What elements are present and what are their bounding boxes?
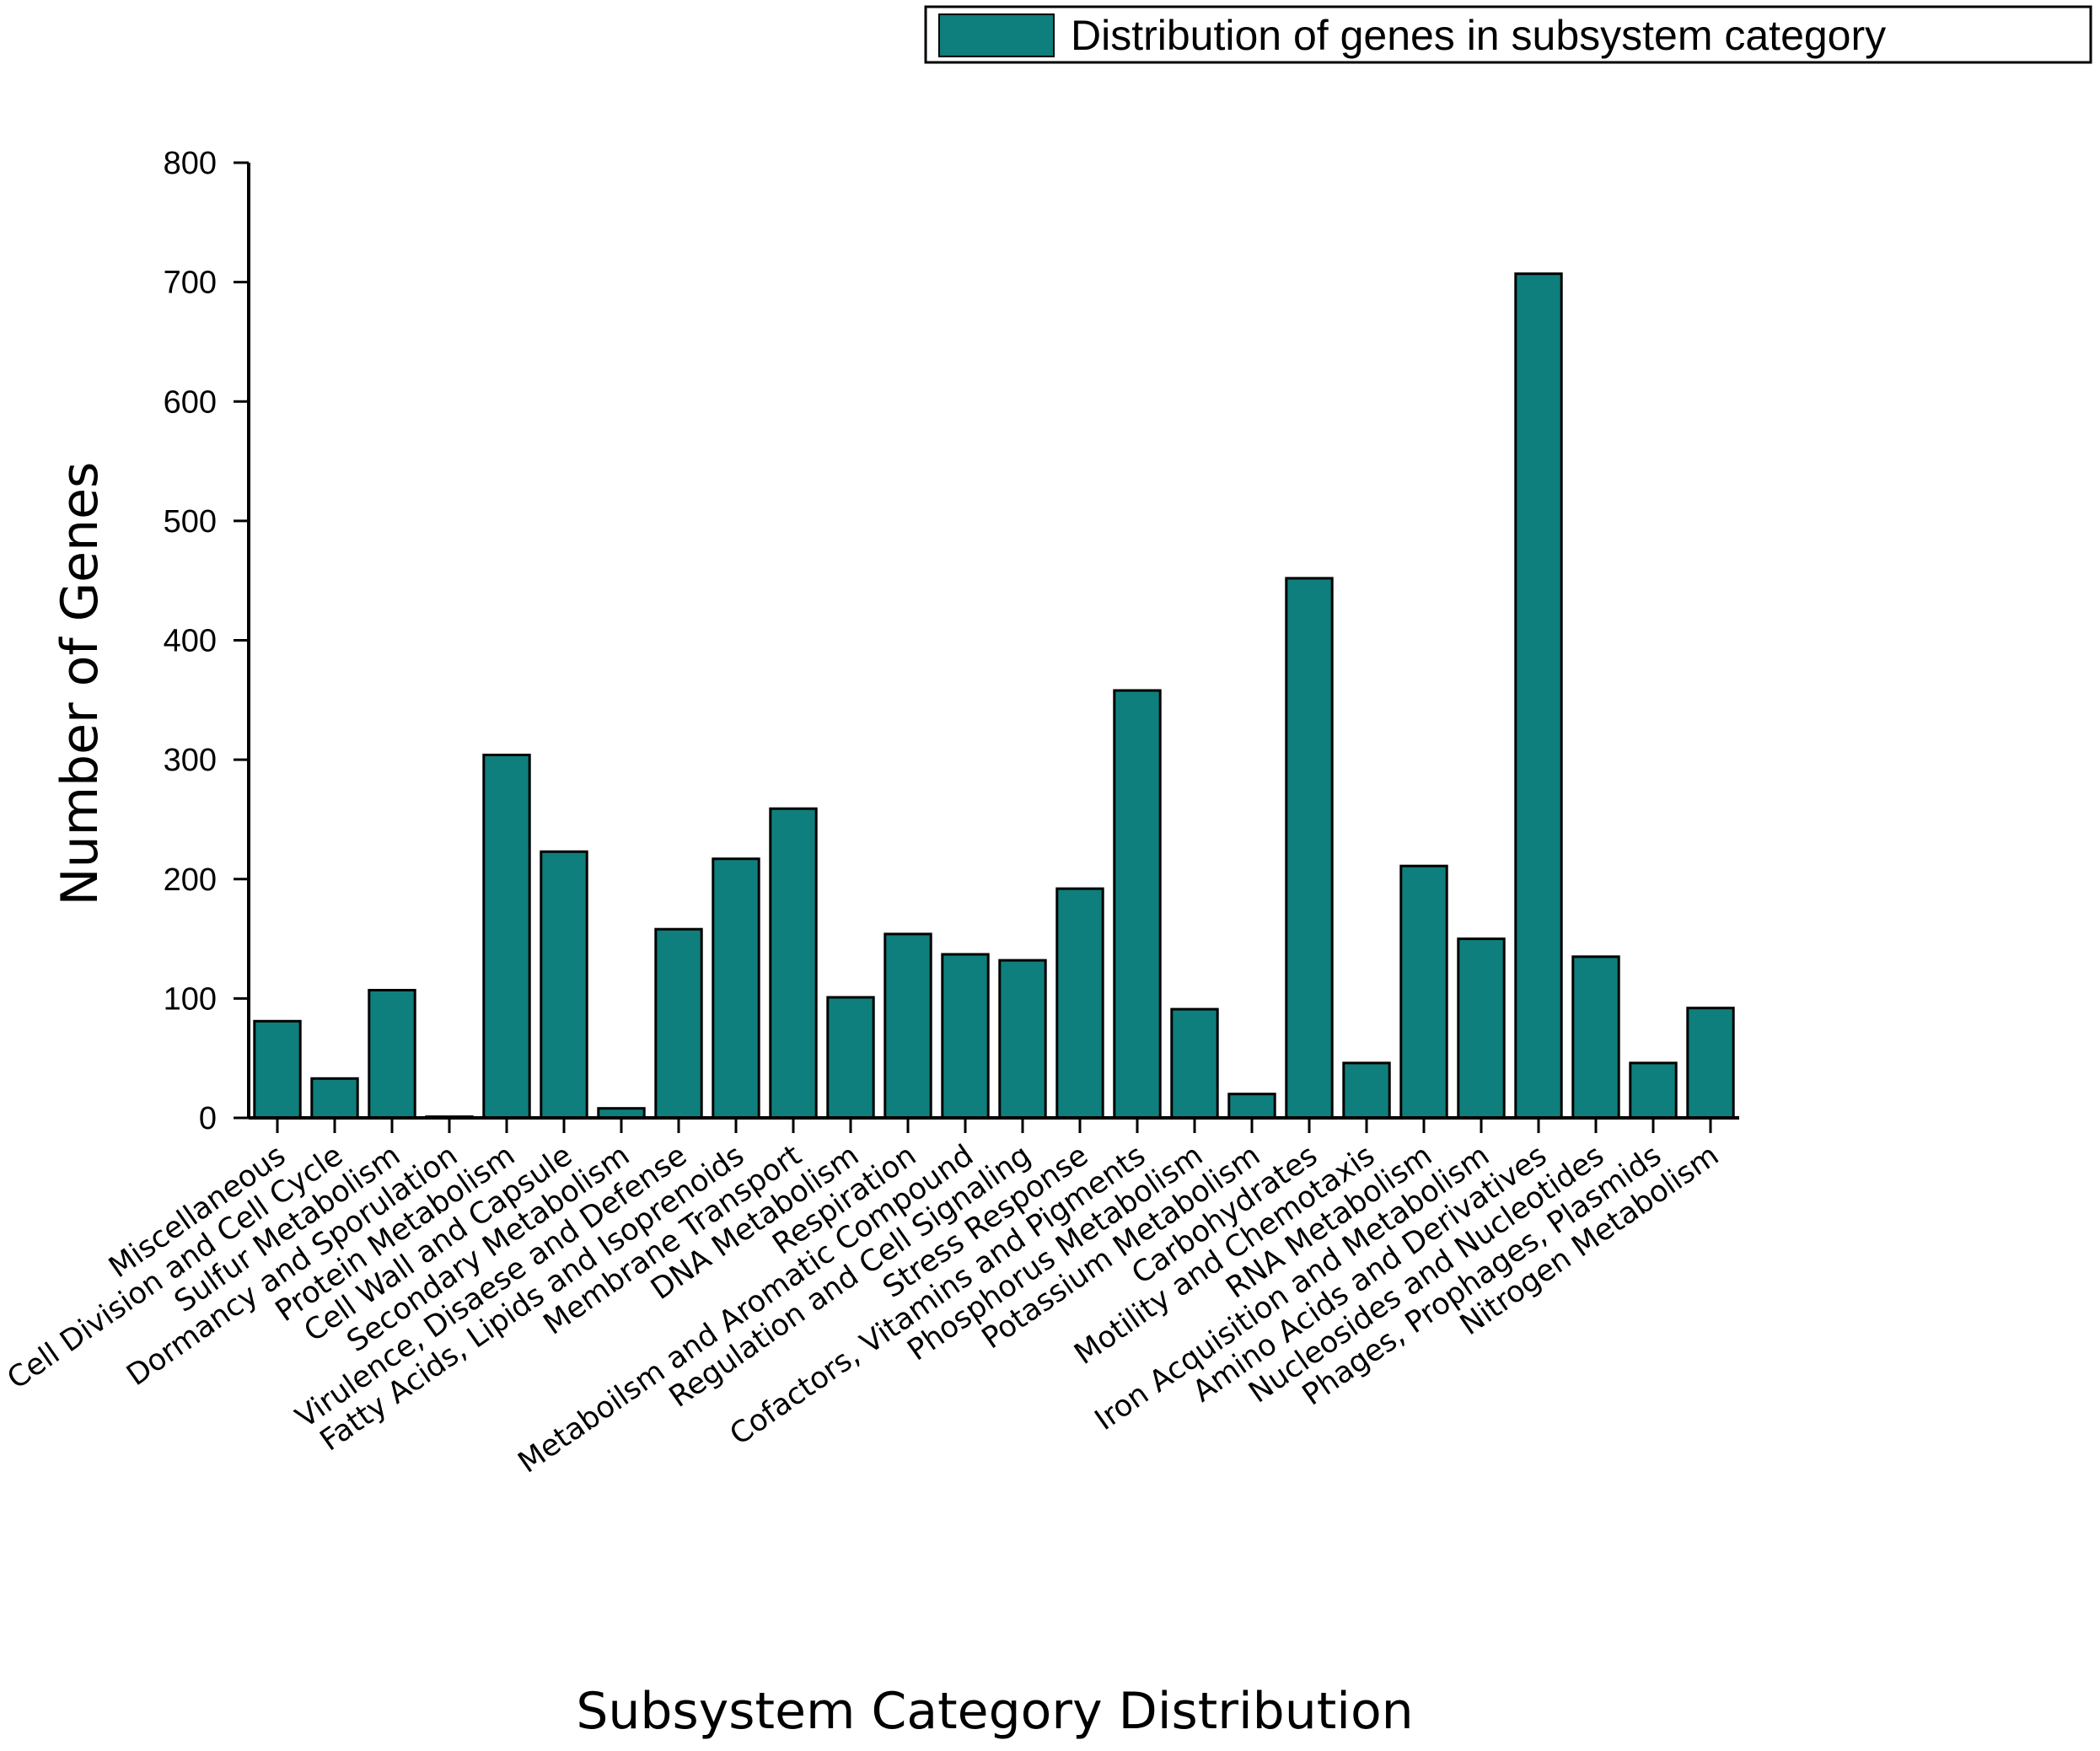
legend-box (924, 5, 2092, 64)
bar (1170, 1007, 1219, 1120)
bar (310, 1077, 359, 1120)
bar (941, 953, 990, 1120)
y-tick-label: 700 (164, 266, 217, 301)
y-tick-label: 200 (164, 862, 217, 898)
bar (884, 932, 932, 1120)
bar (1686, 1007, 1735, 1120)
y-axis-title: Number of Genes (51, 462, 110, 906)
bar (998, 959, 1047, 1120)
bar (253, 1019, 302, 1120)
bar (1457, 937, 1506, 1120)
y-tick-label: 500 (164, 504, 217, 540)
bar (1285, 577, 1334, 1120)
legend-label: Distribution of genes in subsystem categ… (1071, 12, 1886, 59)
bar (482, 754, 531, 1120)
x-axis-title: Subsystem Category Distribution (576, 1682, 1413, 1741)
bar (540, 850, 588, 1120)
bar (1055, 887, 1104, 1120)
legend-swatch (938, 13, 1055, 57)
bar (1571, 955, 1620, 1120)
y-tick-label: 0 (199, 1101, 217, 1136)
bar (769, 807, 818, 1120)
bar (712, 857, 760, 1120)
bar (1514, 272, 1563, 1120)
plot-area: 0100200300400500600700800MiscellaneousCe… (2, 146, 1739, 1480)
y-tick-label: 100 (164, 981, 217, 1017)
bar (1399, 864, 1448, 1120)
legend: Distribution of genes in subsystem categ… (924, 5, 2092, 64)
bar (1629, 1061, 1678, 1120)
bar (1342, 1061, 1391, 1120)
bar (654, 927, 703, 1120)
bar (1113, 689, 1162, 1120)
y-tick-label: 800 (164, 146, 217, 181)
bar (1227, 1093, 1276, 1120)
bar (368, 989, 416, 1120)
y-tick-label: 300 (164, 743, 217, 778)
y-tick-label: 600 (164, 384, 217, 420)
bar (826, 996, 875, 1120)
y-tick-label: 400 (164, 624, 217, 659)
